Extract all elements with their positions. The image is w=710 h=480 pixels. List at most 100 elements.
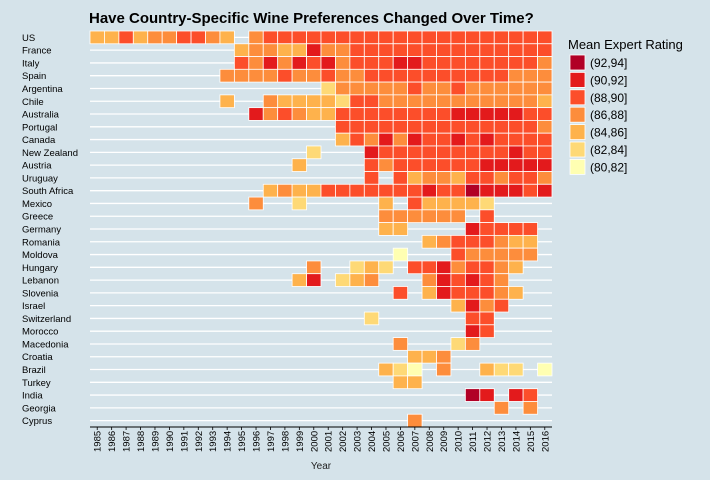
cell-slovenia-2006	[392, 286, 409, 300]
cell-south-africa-2012	[479, 183, 495, 198]
cell-croatia-2008	[421, 349, 437, 364]
cell-south-africa-1998	[277, 183, 293, 198]
cell-canada-2008	[421, 132, 437, 147]
cell-australia-1997	[262, 107, 279, 121]
cell-uruguay-2012	[479, 171, 495, 185]
cell-us-1989	[147, 30, 163, 45]
legend-label-5: (82,84]	[590, 143, 627, 157]
cell-lebanon-2010	[450, 273, 466, 287]
cell-hungary-2005	[378, 260, 394, 275]
cell-portugal-2005	[378, 120, 394, 134]
y-tick-label-germany: Germany	[22, 225, 61, 236]
cell-lebanon-2013	[493, 273, 510, 287]
cell-us-1987	[118, 30, 134, 45]
cell-uruguay-2004	[363, 171, 380, 185]
x-axis-labels: 1985 1986 1987 1988 1989 1990 1991 1992 1993 1994…	[93, 427, 551, 452]
cell-us-2010	[450, 30, 466, 45]
cell-italy-2012	[479, 56, 495, 70]
cell-us-1996	[248, 30, 264, 45]
cell-france-2007	[407, 43, 423, 57]
cell-slovenia-2009	[436, 286, 452, 300]
x-tick-label-2003: 2003	[353, 431, 364, 452]
cell-france-1998	[277, 43, 293, 57]
cell-france-2002	[335, 43, 351, 57]
cell-portugal-2009	[436, 120, 452, 134]
cell-italy-1996	[248, 56, 264, 70]
cell-south-africa-2005	[378, 183, 394, 198]
cell-us-1993	[205, 30, 221, 45]
x-tick-label-2002: 2002	[338, 431, 349, 452]
cell-us-2008	[421, 30, 437, 45]
cell-italy-2011	[464, 56, 481, 70]
cell-italy-2015	[522, 56, 538, 70]
cell-italy-2008	[421, 56, 437, 70]
legend-label-6: (80,82]	[590, 160, 627, 174]
cell-brazil-2012	[479, 362, 495, 377]
x-tick-label-1994: 1994	[223, 431, 234, 452]
cell-slovenia-2013	[493, 286, 510, 300]
cell-romania-2012	[479, 234, 495, 249]
cell-new-zealand-2010	[450, 145, 466, 160]
x-tick-label-2006: 2006	[396, 431, 407, 452]
cell-chile-2000	[306, 94, 322, 109]
y-tick-label-switzerland: Switzerland	[22, 314, 71, 325]
cell-portugal-2007	[407, 120, 423, 134]
cell-hungary-2007	[407, 260, 423, 275]
cell-uruguay-2009	[436, 171, 452, 185]
cell-lebanon-1999	[291, 273, 307, 287]
cell-moldova-2011	[464, 247, 481, 262]
cell-us-2002	[335, 30, 351, 45]
cell-romania-2009	[436, 234, 452, 249]
cell-us-2007	[407, 30, 423, 45]
cell-austria-2012	[479, 158, 495, 172]
cell-france-2009	[436, 43, 452, 57]
cell-australia-1996	[248, 107, 264, 121]
x-tick-label-1985: 1985	[93, 431, 104, 452]
cell-south-africa-2007	[407, 183, 423, 198]
cell-hungary-2009	[436, 260, 452, 275]
cell-chile-2016	[537, 94, 553, 109]
legend-swatch-0	[569, 54, 586, 71]
cell-india-2012	[479, 388, 495, 402]
y-tick-label-turkey: Turkey	[22, 378, 51, 389]
cell-slovenia-2008	[421, 286, 437, 300]
cell-georgia-2013	[493, 401, 510, 415]
y-tick-label-new-zealand: New Zealand	[22, 148, 78, 159]
cell-hungary-2010	[450, 260, 466, 275]
cell-lebanon-2002	[335, 273, 351, 287]
cell-slovenia-2012	[479, 286, 495, 300]
x-tick-label-2004: 2004	[367, 431, 378, 452]
cell-argentina-2013	[493, 81, 510, 96]
x-tick-label-2000: 2000	[309, 431, 320, 452]
cell-romania-2008	[421, 234, 437, 249]
cell-austria-2007	[407, 158, 423, 172]
cell-spain-2014	[508, 68, 524, 83]
cell-austria-2008	[421, 158, 437, 172]
cell-chile-2006	[392, 94, 409, 109]
x-tick-label-1990: 1990	[165, 431, 176, 452]
cell-spain-2011	[464, 68, 481, 83]
cell-uruguay-2011	[464, 171, 481, 185]
cell-cyprus-2007	[407, 413, 423, 428]
y-tick-label-mexico: Mexico	[22, 199, 52, 210]
cell-us-2006	[392, 30, 409, 45]
cell-argentina-2016	[537, 81, 553, 96]
legend-title: Mean Expert Rating	[568, 37, 683, 52]
cell-spain-1997	[262, 68, 279, 83]
cell-macedonia-2011	[464, 337, 481, 351]
legend-swatch-6	[569, 158, 586, 175]
y-tick-label-chile: Chile	[22, 97, 44, 108]
cell-south-africa-2016	[537, 183, 553, 198]
cell-austria-2011	[464, 158, 481, 172]
cell-canada-2016	[537, 132, 553, 147]
cell-us-2005	[378, 30, 394, 45]
cell-chile-1998	[277, 94, 293, 109]
cell-uruguay-2010	[450, 171, 466, 185]
cell-macedonia-2006	[392, 337, 409, 351]
cell-australia-2016	[537, 107, 553, 121]
cell-argentina-2008	[421, 81, 437, 96]
cell-france-2010	[450, 43, 466, 57]
cell-canada-2010	[450, 132, 466, 147]
cell-australia-2009	[436, 107, 452, 121]
cell-us-2003	[349, 30, 365, 45]
